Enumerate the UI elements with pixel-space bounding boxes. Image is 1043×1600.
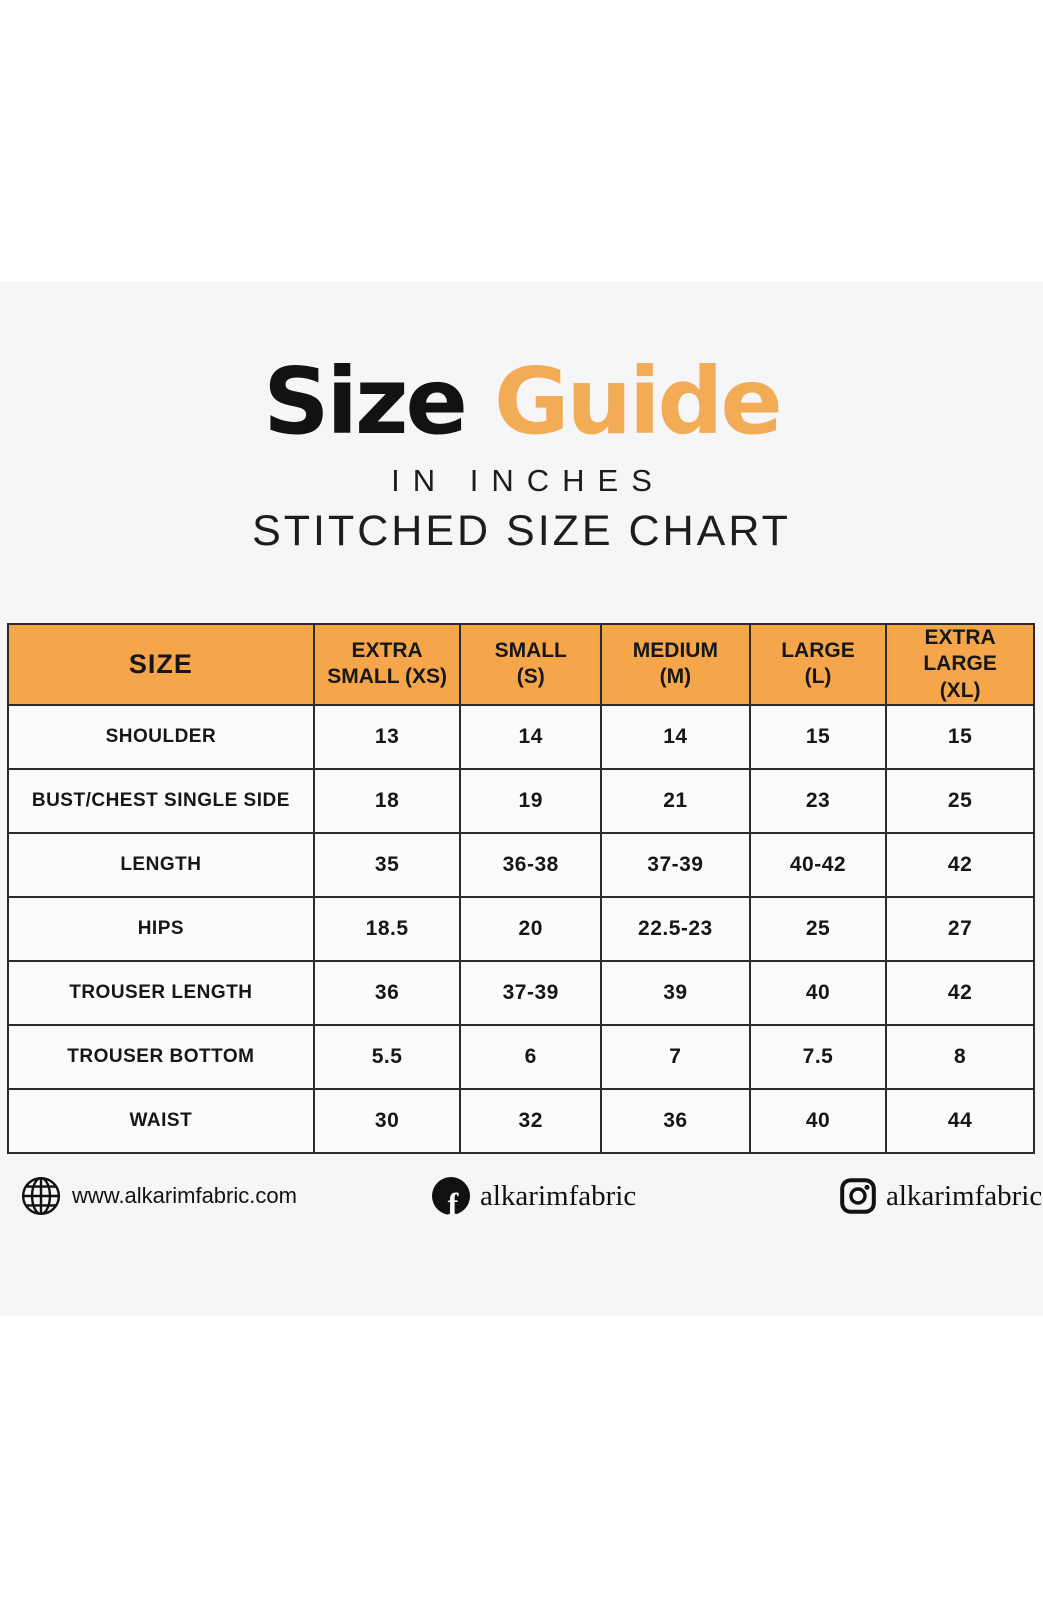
size-value: 22.5-23 <box>600 895 751 962</box>
size-value: 36 <box>600 1087 751 1154</box>
size-value: 8 <box>885 1023 1035 1090</box>
row-label: SHOULDER <box>7 703 315 770</box>
size-value: 37-39 <box>600 831 751 898</box>
size-value: 27 <box>885 895 1035 962</box>
header-cell-m: MEDIUM (M) <box>600 623 751 706</box>
row-label: LENGTH <box>7 831 315 898</box>
size-value: 6 <box>459 1023 602 1090</box>
instagram-icon <box>840 1178 876 1214</box>
facebook-handle: alkarimfabric <box>480 1179 637 1212</box>
size-value: 19 <box>459 767 602 834</box>
size-value: 36-38 <box>459 831 602 898</box>
size-value: 25 <box>885 767 1035 834</box>
footer-facebook: f alkarimfabric <box>432 1170 636 1222</box>
size-value: 42 <box>885 959 1035 1026</box>
row-label: TROUSER LENGTH <box>7 959 315 1026</box>
size-value: 40-42 <box>748 831 888 898</box>
row-label: BUST/CHEST SINGLE SIDE <box>7 767 315 834</box>
header-cell-size: SIZE <box>7 623 315 706</box>
size-value: 30 <box>312 1087 462 1154</box>
header-cell-l: LARGE (L) <box>748 623 888 706</box>
table-row-trouser-bottom: TROUSER BOTTOM 5.5 6 7 7.5 8 <box>7 1023 1035 1090</box>
size-value: 39 <box>600 959 751 1026</box>
page-title: Size Guide <box>0 352 1043 451</box>
table-row-waist: WAIST 30 32 36 40 44 <box>7 1087 1035 1154</box>
size-value: 40 <box>748 959 888 1026</box>
size-chart-table: SIZE EXTRA SMALL (XS) SMALL (S) MEDIUM (… <box>7 623 1035 1154</box>
globe-icon <box>20 1175 62 1217</box>
footer-website: www.alkarimfabric.com <box>20 1170 297 1222</box>
page-title-word-guide: Guide <box>493 348 783 455</box>
table-row-shoulder: SHOULDER 13 14 14 15 15 <box>7 703 1035 770</box>
size-value: 44 <box>885 1087 1035 1154</box>
size-value: 36 <box>312 959 462 1026</box>
size-value: 15 <box>748 703 888 770</box>
table-row-bust-chest: BUST/CHEST SINGLE SIDE 18 19 21 23 25 <box>7 767 1035 834</box>
size-value: 13 <box>312 703 462 770</box>
size-value: 18.5 <box>312 895 462 962</box>
size-value: 40 <box>748 1087 888 1154</box>
instagram-handle: alkarimfabrics <box>886 1179 1043 1212</box>
title-block: Size Guide IN INCHES STITCHED SIZE CHART <box>0 352 1043 556</box>
size-value: 7 <box>600 1023 751 1090</box>
size-value: 25 <box>748 895 888 962</box>
header-cell-xl: EXTRA LARGE (XL) <box>885 623 1035 706</box>
size-value: 37-39 <box>459 959 602 1026</box>
subtitle-units: IN INCHES <box>391 463 665 499</box>
row-label: HIPS <box>7 895 315 962</box>
size-value: 7.5 <box>748 1023 888 1090</box>
size-value: 21 <box>600 767 751 834</box>
size-value: 20 <box>459 895 602 962</box>
facebook-f-glyph: f <box>447 1186 459 1215</box>
table-row-length: LENGTH 35 36-38 37-39 40-42 42 <box>7 831 1035 898</box>
subtitle-chart: STITCHED SIZE CHART <box>252 507 791 556</box>
size-value: 23 <box>748 767 888 834</box>
size-value: 14 <box>600 703 751 770</box>
row-label: WAIST <box>7 1087 315 1154</box>
table-row-trouser-length: TROUSER LENGTH 36 37-39 39 40 42 <box>7 959 1035 1026</box>
header-row: SIZE EXTRA SMALL (XS) SMALL (S) MEDIUM (… <box>7 623 1035 706</box>
row-label: TROUSER BOTTOM <box>7 1023 315 1090</box>
size-value: 42 <box>885 831 1035 898</box>
header-cell-xs: EXTRA SMALL (XS) <box>312 623 462 706</box>
size-value: 32 <box>459 1087 602 1154</box>
facebook-icon: f <box>432 1177 470 1215</box>
size-value: 5.5 <box>312 1023 462 1090</box>
size-value: 35 <box>312 831 462 898</box>
table-row-hips: HIPS 18.5 20 22.5-23 25 27 <box>7 895 1035 962</box>
footer-instagram: alkarimfabrics <box>840 1170 1043 1222</box>
size-value: 18 <box>312 767 462 834</box>
website-url: www.alkarimfabric.com <box>72 1183 297 1208</box>
size-value: 14 <box>459 703 602 770</box>
header-cell-s: SMALL (S) <box>459 623 602 706</box>
page-title-word-size: Size <box>263 348 468 455</box>
size-value: 15 <box>885 703 1035 770</box>
